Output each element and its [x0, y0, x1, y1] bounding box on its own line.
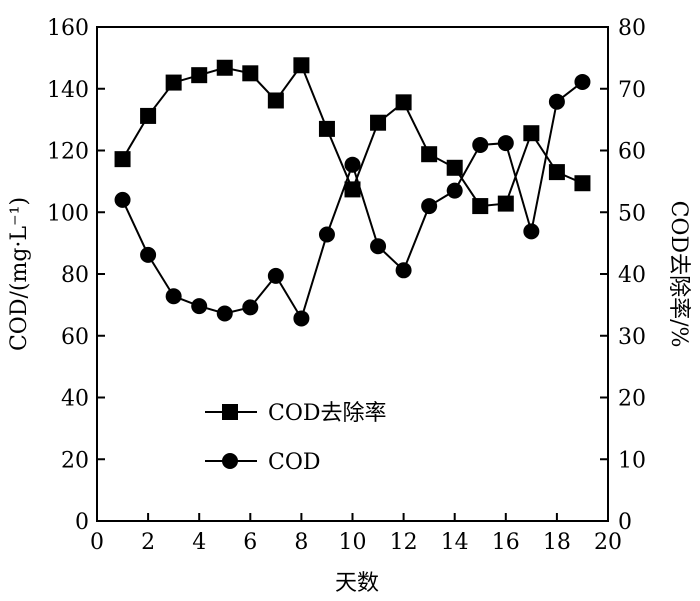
data-point-circle [242, 299, 259, 316]
x-tick-label: 0 [90, 530, 104, 555]
y-left-tick-label: 160 [47, 16, 89, 41]
y-right-tick-label: 60 [618, 140, 646, 165]
data-point-square [523, 125, 540, 142]
data-point-square [114, 151, 131, 168]
data-point-circle [370, 238, 387, 255]
data-point-circle [574, 73, 591, 90]
data-point-circle [395, 262, 412, 279]
data-point-square [446, 159, 463, 176]
legend-marker-circle [222, 453, 238, 469]
data-point-circle [446, 182, 463, 199]
data-point-circle [523, 223, 540, 240]
data-point-square [395, 94, 412, 111]
data-point-square [472, 198, 489, 215]
data-point-circle [293, 310, 310, 327]
data-point-square [165, 74, 182, 91]
data-point-square [344, 181, 361, 198]
y-left-tick-label: 20 [61, 448, 89, 473]
y-axis-left-title: COD/(mg·L⁻¹) [7, 197, 32, 351]
data-point-square [497, 195, 514, 212]
data-point-square [370, 114, 387, 131]
data-point-square [191, 67, 208, 84]
x-axis-title: 天数 [335, 571, 379, 596]
y-left-tick-label: 120 [47, 140, 89, 165]
x-tick-label: 14 [441, 530, 469, 555]
data-point-circle [472, 136, 489, 153]
x-tick-label: 12 [390, 530, 418, 555]
x-tick-label: 16 [492, 530, 520, 555]
y-left-tick-label: 40 [61, 387, 89, 412]
data-point-circle [267, 267, 284, 284]
data-point-square [421, 146, 438, 163]
y-left-tick-label: 60 [61, 325, 89, 350]
x-tick-label: 4 [192, 530, 206, 555]
x-tick-label: 6 [243, 530, 257, 555]
data-point-square [140, 107, 157, 124]
y-right-tick-label: 40 [618, 263, 646, 288]
y-left-tick-label: 80 [61, 263, 89, 288]
y-right-tick-label: 80 [618, 16, 646, 41]
y-left-tick-label: 140 [47, 78, 89, 103]
data-point-circle [548, 93, 565, 110]
data-point-circle [216, 305, 233, 322]
data-point-circle [344, 156, 361, 173]
plot-frame [96, 26, 609, 522]
data-point-circle [497, 135, 514, 152]
legend-label-removal-rate: COD去除率 [268, 401, 387, 426]
data-point-circle [421, 198, 438, 215]
data-point-square [216, 59, 233, 76]
y-right-tick-label: 50 [618, 201, 646, 226]
data-point-circle [165, 288, 182, 305]
y-right-tick-label: 30 [618, 325, 646, 350]
data-point-circle [140, 246, 157, 263]
y-axis-right-title: COD去除率/% [666, 201, 691, 348]
x-tick-label: 2 [141, 530, 155, 555]
data-point-circle [114, 191, 131, 208]
y-right-tick-label: 20 [618, 387, 646, 412]
series-layer [114, 57, 591, 327]
data-point-square [242, 65, 259, 82]
y-right-tick-label: 10 [618, 448, 646, 473]
y-left-tick-label: 0 [75, 510, 89, 535]
legend: COD去除率 COD [205, 401, 387, 475]
y-right-tick-label: 70 [618, 78, 646, 103]
data-point-square [548, 164, 565, 181]
axes [96, 26, 609, 522]
data-point-square [293, 57, 310, 74]
data-point-square [267, 92, 284, 109]
data-point-circle [318, 226, 335, 243]
data-point-square [574, 175, 591, 192]
x-tick-label: 18 [543, 530, 571, 555]
x-tick-label: 20 [594, 530, 622, 555]
x-tick-label: 8 [294, 530, 308, 555]
legend-marker-square [222, 404, 238, 420]
data-point-square [318, 120, 335, 137]
y-right-tick-label: 0 [618, 510, 632, 535]
data-point-circle [191, 298, 208, 315]
x-tick-label: 10 [339, 530, 367, 555]
legend-label-cod: COD [268, 450, 321, 475]
ticks: 0 2 4 6 8 10 12 14 16 18 2002040608010012014016001… [47, 16, 646, 555]
y-left-tick-label: 100 [47, 201, 89, 226]
